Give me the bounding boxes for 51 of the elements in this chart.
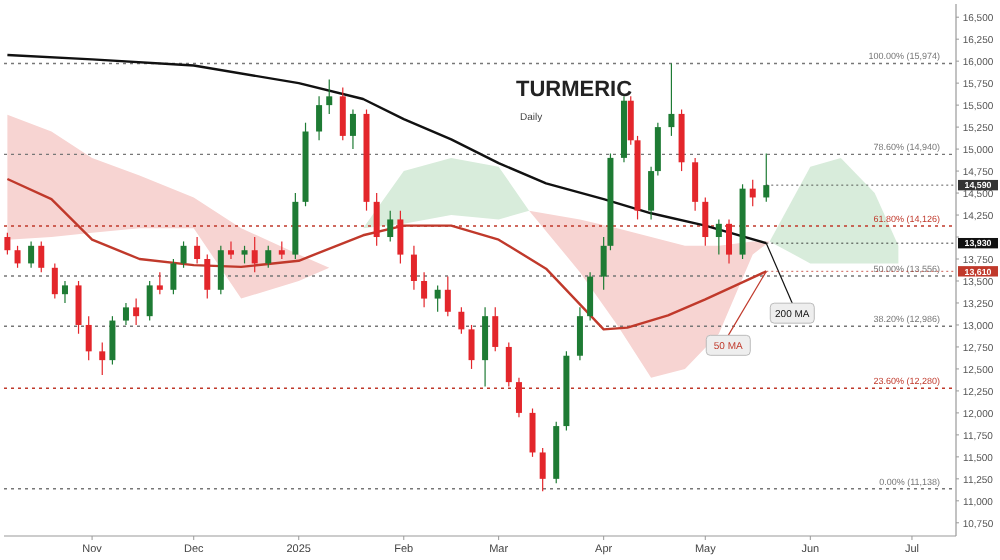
candlestick	[668, 62, 675, 137]
candlestick	[749, 179, 756, 207]
candlestick	[51, 262, 58, 300]
candlestick	[316, 95, 323, 141]
candlestick	[204, 254, 211, 300]
candlestick	[434, 284, 441, 313]
candlestick	[529, 407, 536, 458]
candlestick	[715, 218, 722, 256]
candlestick	[576, 306, 583, 361]
candlestick	[692, 157, 699, 212]
candlestick	[227, 240, 234, 260]
candlestick	[539, 447, 546, 492]
candlestick	[217, 245, 224, 295]
candlestick	[122, 302, 129, 326]
candlestick	[326, 79, 333, 115]
candlestick	[75, 280, 82, 335]
text: TURMERIC	[516, 78, 633, 102]
candlestick	[38, 240, 45, 273]
candlestick	[444, 276, 451, 317]
candlestick	[28, 240, 35, 269]
candlestick	[14, 245, 21, 269]
candlestick	[515, 377, 522, 418]
candlestick	[397, 210, 404, 264]
candlestick	[702, 196, 709, 247]
candlestick	[99, 341, 106, 376]
candlestick	[505, 341, 512, 388]
candlestick	[170, 258, 177, 295]
candlestick	[265, 245, 272, 269]
candlestick	[61, 280, 68, 304]
candlestick	[156, 271, 163, 295]
candlestick	[458, 306, 465, 335]
candlestick	[468, 324, 475, 370]
candlestick	[482, 306, 489, 388]
candlestick	[180, 240, 187, 269]
candlestick	[421, 271, 428, 308]
candlestick	[194, 236, 201, 264]
candlestick	[251, 236, 258, 273]
candlestick	[146, 280, 153, 322]
candlestick	[387, 210, 394, 243]
candlestick	[349, 108, 356, 150]
candlestick	[763, 152, 770, 203]
candlestick	[726, 218, 733, 264]
candlestick	[85, 315, 92, 361]
candlestick	[410, 245, 417, 291]
candlestick	[133, 297, 140, 326]
candlestick	[109, 315, 116, 366]
candlestick	[373, 192, 380, 247]
candlestick	[587, 271, 594, 322]
candlestick	[4, 232, 11, 256]
candlestick	[339, 86, 346, 141]
candlestick	[492, 306, 499, 352]
